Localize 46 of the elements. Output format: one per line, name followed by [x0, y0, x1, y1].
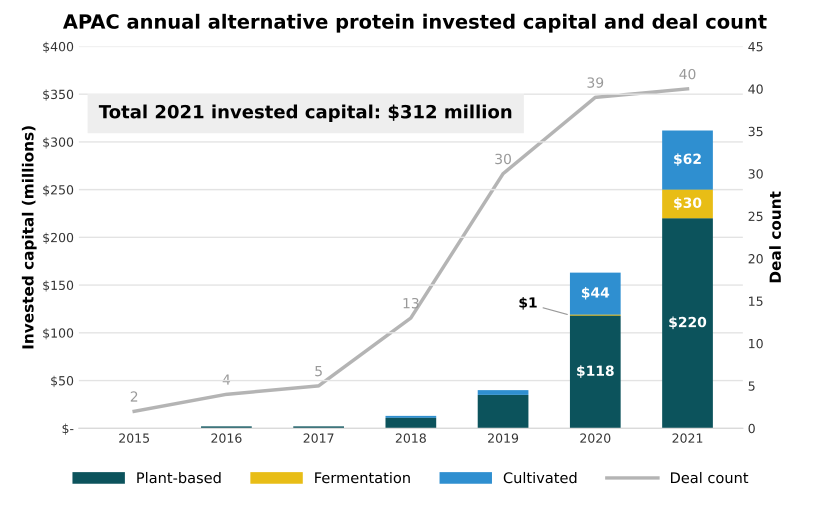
- y2-tick-label: 10: [749, 338, 763, 348]
- x-tick-label: 2015: [119, 433, 149, 443]
- y2-tick-label: 40: [748, 84, 763, 94]
- x-tick-label: 2018: [396, 433, 426, 443]
- y2-axis-title: Deal count: [769, 191, 781, 282]
- x-tick-label: 2021: [672, 433, 702, 443]
- data-label: 30: [495, 154, 511, 164]
- y-tick-label: $150: [43, 280, 74, 292]
- y2-tick-label: 5: [748, 381, 755, 391]
- y-axis-title: Invested capital (millions): [22, 126, 37, 348]
- x-tick-label: 2017: [304, 433, 334, 443]
- data-label: $1: [519, 296, 537, 310]
- data-label: $220: [669, 316, 706, 330]
- y-tick-label: $-: [62, 424, 74, 435]
- chart-title: APAC annual alternative protein invested capital and deal count: [62, 14, 767, 33]
- legend-label: Cultivated: [504, 472, 576, 484]
- x-tick-label: 2020: [580, 433, 610, 443]
- y-tick-label: $400: [43, 42, 74, 54]
- y2-tick-label: 35: [748, 126, 763, 136]
- data-label: 2: [130, 391, 138, 402]
- y-tick-label: $250: [43, 184, 74, 196]
- y-tick-label: $350: [43, 89, 74, 101]
- y2-tick-label: 20: [748, 254, 763, 264]
- data-label: $118: [577, 365, 614, 378]
- data-label: 5: [315, 366, 322, 376]
- y-tick-label: $100: [43, 328, 74, 340]
- y2-tick-label: 30: [748, 169, 763, 179]
- y2-tick-label: 25: [748, 212, 763, 222]
- data-label: 39: [588, 77, 604, 88]
- legend-label: Plant-based: [137, 472, 221, 484]
- y2-tick-label: 45: [748, 42, 763, 52]
- x-tick-label: 2019: [488, 433, 518, 443]
- legend-label: Fermentation: [315, 472, 410, 484]
- data-label: 40: [679, 68, 696, 80]
- y-tick-label: $50: [51, 376, 74, 388]
- y2-tick-label: 15: [749, 296, 763, 306]
- data-label: $62: [674, 153, 701, 166]
- data-label: $44: [582, 286, 610, 300]
- y2-tick-label: 0: [748, 424, 755, 434]
- data-label: 13: [404, 298, 419, 308]
- legend-label: Deal count: [671, 472, 748, 484]
- data-label: $30: [674, 197, 702, 210]
- y-tick-label: $200: [43, 232, 74, 244]
- annotation: Total 2021 invested capital: $312 million: [98, 104, 512, 122]
- x-tick-label: 2016: [211, 433, 242, 443]
- y-tick-label: $300: [43, 137, 74, 148]
